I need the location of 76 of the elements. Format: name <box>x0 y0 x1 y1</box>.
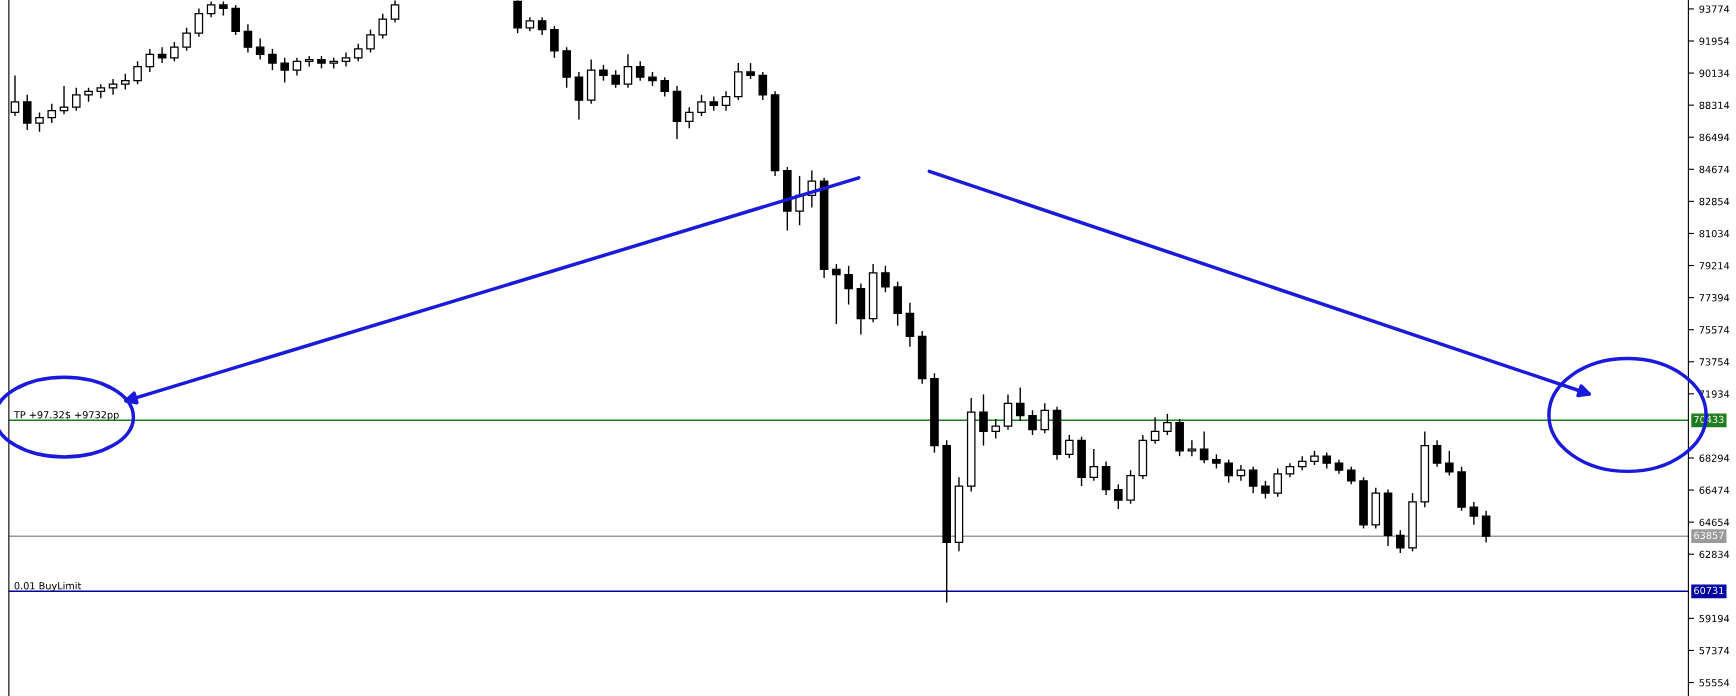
candlestick <box>378 13 388 40</box>
candlestick <box>255 37 265 61</box>
candlestick <box>133 60 142 85</box>
candlestick <box>635 60 645 82</box>
y-tick-label: 66474 <box>1699 486 1730 494</box>
y-tick-label: 79214 <box>1699 262 1730 270</box>
candlestick <box>991 418 1001 440</box>
candlestick <box>1395 529 1405 554</box>
candlestick <box>881 265 890 293</box>
y-tick-label: 93774 <box>1699 5 1730 13</box>
y-tick-label: 75574 <box>1699 326 1730 334</box>
candlestick <box>243 23 253 54</box>
candlestick <box>170 41 179 63</box>
candlestick <box>1015 386 1025 422</box>
y-tick-label: 84674 <box>1699 165 1730 174</box>
candlestick <box>721 90 731 112</box>
candlestick <box>182 27 191 52</box>
candlestick <box>660 76 670 98</box>
candlestick <box>697 94 706 117</box>
candlestick <box>1187 439 1197 457</box>
y-tick-label: 91954 <box>1699 37 1730 45</box>
candlestick <box>231 4 240 36</box>
candlestick <box>1101 460 1111 496</box>
ref-line-label: 63857 <box>1694 531 1724 540</box>
candlestick <box>1445 450 1454 477</box>
candlestick <box>1163 413 1172 436</box>
candlestick <box>22 94 32 131</box>
candlestick <box>341 51 351 68</box>
y-tick-label: 88314 <box>1699 101 1730 109</box>
candlestick <box>1003 393 1013 431</box>
candlestick <box>390 0 400 24</box>
candlestick <box>623 53 633 89</box>
candlestick <box>574 71 584 121</box>
candlestick <box>844 265 853 306</box>
candlestick <box>1224 458 1233 484</box>
candlestick <box>979 393 988 447</box>
candlestick <box>47 102 57 124</box>
candlestick <box>1028 409 1037 436</box>
y-tick-label: 68294 <box>1699 454 1730 462</box>
candlestick <box>71 87 81 112</box>
candlestick <box>366 28 375 54</box>
y-tick-label: 62834 <box>1699 550 1730 559</box>
y-tick-label: 64654 <box>1699 518 1730 526</box>
candlestick <box>550 25 559 59</box>
candlestick <box>35 111 44 133</box>
candlestick <box>1114 483 1123 510</box>
y-tick-label: 86494 <box>1699 133 1730 142</box>
candlestick <box>684 106 694 130</box>
candlestick <box>1469 501 1479 526</box>
y-tick-label: 59194 <box>1699 614 1730 623</box>
candlestick <box>1481 510 1491 544</box>
candlestick <box>268 48 277 71</box>
annotation: TP +97.32$ +9732pp <box>13 410 119 421</box>
y-tick-label: 77394 <box>1699 294 1730 302</box>
candlestick <box>280 57 289 84</box>
y-tick-label: 90134 <box>1699 69 1730 77</box>
y-tick-label: 55554 <box>1699 679 1730 687</box>
annotation: 0.01 BuyLimit <box>14 581 82 592</box>
ref-line-label: 60731 <box>1694 586 1724 595</box>
candlestick <box>758 71 768 101</box>
candlestick <box>145 48 155 73</box>
y-tick-label: 57374 <box>1699 646 1730 655</box>
y-tick-label: 81034 <box>1699 229 1730 238</box>
y-tick-label: 82854 <box>1699 197 1730 206</box>
candlestick <box>1248 466 1258 494</box>
candlestick <box>905 302 915 348</box>
candlestick <box>1064 434 1074 459</box>
candlestick <box>1199 430 1209 464</box>
y-tick-label: 73754 <box>1699 358 1730 366</box>
candlestick <box>1150 416 1160 445</box>
candlestick <box>194 7 204 38</box>
candlestick <box>1273 467 1283 498</box>
candlestick <box>1089 448 1099 482</box>
candlestick <box>1432 439 1442 468</box>
candlestick <box>832 263 841 325</box>
candlestick <box>1040 402 1050 434</box>
